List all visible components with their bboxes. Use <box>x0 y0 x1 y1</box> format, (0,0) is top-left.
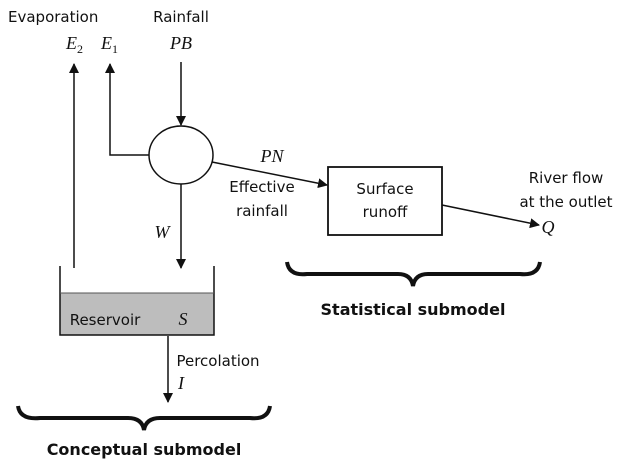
reservoir-label: Reservoir <box>70 311 141 329</box>
river-flow-label: River flow <box>529 169 604 187</box>
statistical-brace <box>285 261 542 287</box>
w-label: W <box>155 222 172 242</box>
s-label: S <box>179 309 188 329</box>
effective-label: Effective <box>229 178 294 196</box>
pb-label: PB <box>169 33 192 53</box>
pn-arrow <box>211 161 328 189</box>
conceptual-brace <box>16 405 272 431</box>
rainfall-sub-label: rainfall <box>236 202 288 220</box>
evaporation-label: Evaporation <box>8 8 98 26</box>
e2-label: E2 <box>65 33 83 56</box>
e1-arrow <box>105 63 149 156</box>
conceptual-label: Conceptual submodel <box>47 440 242 459</box>
q-arrow <box>441 204 540 229</box>
reservoir-tank <box>59 266 215 336</box>
surface-runoff-box <box>327 166 443 236</box>
outlet-label: at the outlet <box>519 193 612 211</box>
percolation-label: Percolation <box>176 352 259 370</box>
runoff-label: runoff <box>363 203 408 221</box>
pn-label: PN <box>259 146 284 166</box>
statistical-label: Statistical submodel <box>321 300 506 319</box>
e1-label: E1 <box>100 33 118 56</box>
i-label: I <box>177 373 185 393</box>
rainfall-label: Rainfall <box>153 8 209 26</box>
reservoir-water <box>60 293 214 335</box>
junction <box>148 125 214 185</box>
surface-label: Surface <box>356 180 413 198</box>
q-label: Q <box>542 217 555 237</box>
